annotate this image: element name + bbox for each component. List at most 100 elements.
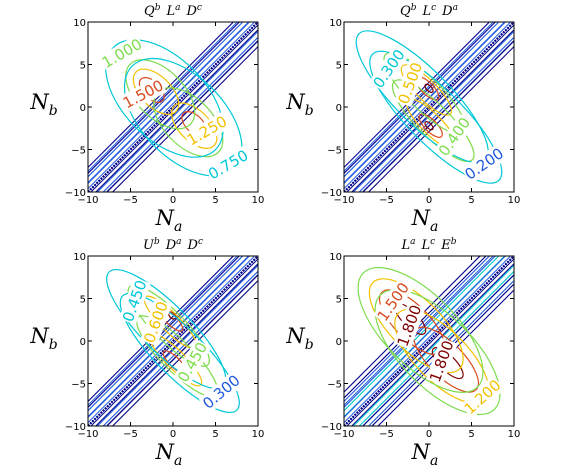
x-tick-label: −10 xyxy=(77,195,98,206)
x-tick-label: 0 xyxy=(170,429,176,440)
contour-label: 1.000 xyxy=(99,35,145,72)
contour-label-bg xyxy=(434,113,475,160)
contour-line xyxy=(95,263,258,426)
contour-line xyxy=(344,22,512,190)
chart-panel-2: 0.3000.5000.4000.200−10−10−5−500551010Qb… xyxy=(285,3,521,235)
y-tick-label: −5 xyxy=(71,146,86,157)
contour-line xyxy=(88,256,241,409)
contour-line xyxy=(88,256,258,426)
contour-line xyxy=(374,289,501,416)
contour-line xyxy=(88,256,244,412)
x-tick-label: 5 xyxy=(468,429,474,440)
contour-line xyxy=(344,256,500,412)
contour-label: 0.450 xyxy=(174,339,211,385)
x-tick-label: −10 xyxy=(333,195,354,206)
panel-title: Qb Lc Da xyxy=(400,3,458,19)
y-axis-label: Nb xyxy=(285,90,313,119)
contour-line xyxy=(171,102,218,149)
contour-label-bg xyxy=(393,301,426,350)
contour-line xyxy=(346,24,514,192)
x-tick-label: 5 xyxy=(468,195,474,206)
contour-line xyxy=(344,256,481,393)
contour-line xyxy=(125,59,196,130)
panel-title: La Lc Eb xyxy=(401,237,457,253)
contour-line xyxy=(88,22,256,190)
contour-line xyxy=(362,274,514,426)
contour-label-bg xyxy=(204,146,252,184)
contour-label-bg xyxy=(183,112,231,150)
contour-line xyxy=(344,256,514,426)
x-tick-label: 10 xyxy=(508,195,521,206)
y-tick-label: 0 xyxy=(80,337,86,348)
contour-line xyxy=(88,256,235,403)
x-tick-label: 0 xyxy=(426,195,432,206)
x-axis-label: Na xyxy=(155,206,183,235)
contour-line xyxy=(351,263,514,426)
contour-line xyxy=(362,40,514,192)
contour-label-bg xyxy=(119,75,167,113)
contour-label: 1.800 xyxy=(426,338,458,385)
contour-label-bg xyxy=(198,370,245,414)
contour-line xyxy=(424,121,434,131)
contour-line xyxy=(344,256,487,399)
contour-label-bg xyxy=(460,375,505,419)
panel-title: Qb La Dc xyxy=(144,3,202,19)
x-axis-label: Na xyxy=(155,440,183,467)
x-tick-label: 0 xyxy=(170,195,176,206)
contour-line xyxy=(424,83,434,93)
x-tick-label: 10 xyxy=(508,429,521,440)
contour-line xyxy=(400,64,453,116)
y-tick-label: −10 xyxy=(65,422,86,433)
contour-line xyxy=(371,283,514,426)
y-tick-label: −10 xyxy=(65,188,86,199)
contour-line xyxy=(344,256,507,419)
contour-line xyxy=(391,79,475,162)
contour-label: 1.500 xyxy=(120,76,166,112)
x-tick-label: 0 xyxy=(426,429,432,440)
contour-label-bg xyxy=(173,338,212,386)
contour-line xyxy=(351,29,514,192)
contour-line xyxy=(88,256,238,406)
contour-line xyxy=(344,22,497,175)
chart-panel-1: 1.0001.5001.2500.750−10−10−5−500551010Qb… xyxy=(29,3,265,235)
contour-label-group: 1.000 xyxy=(98,34,146,73)
chart-panel-3: 0.4500.6000.4500.300−10−10−5−500551010Ub… xyxy=(29,237,265,467)
x-tick-label: −5 xyxy=(379,195,394,206)
panel-title: Ub Da Dc xyxy=(143,237,203,253)
contour-line xyxy=(105,39,224,158)
x-tick-label: 5 xyxy=(212,429,218,440)
contour-line xyxy=(123,57,243,177)
x-tick-label: 10 xyxy=(252,195,265,206)
y-tick-label: 10 xyxy=(73,18,86,29)
contour-line xyxy=(88,22,250,184)
contour-label-bg xyxy=(369,45,410,92)
contour-line xyxy=(88,22,238,172)
contour-line xyxy=(344,256,494,406)
contour-line xyxy=(111,279,258,426)
contour-line xyxy=(88,22,235,169)
contour-line xyxy=(369,50,503,184)
y-axis-label: Nb xyxy=(29,90,57,119)
contour-label: 0.450 xyxy=(119,278,151,325)
y-tick-label: 5 xyxy=(80,61,86,72)
x-axis-label: Na xyxy=(411,440,439,467)
contour-label-bg xyxy=(461,143,508,184)
contour-line xyxy=(344,22,514,192)
x-tick-label: −5 xyxy=(379,429,394,440)
y-axis-label: Nb xyxy=(285,324,313,353)
contour-label: 1.200 xyxy=(461,376,505,418)
x-tick-label: −10 xyxy=(77,429,98,440)
contour-line xyxy=(96,30,258,192)
x-tick-label: 5 xyxy=(212,195,218,206)
contour-label-group: 1.800 xyxy=(425,337,458,386)
contour-label-group: 1.200 xyxy=(460,375,505,419)
x-axis-label: Na xyxy=(411,206,439,235)
contour-line xyxy=(88,22,244,178)
y-axis-label: Nb xyxy=(29,324,57,353)
contour-line xyxy=(90,24,258,192)
y-tick-label: 0 xyxy=(336,337,342,348)
x-tick-label: 10 xyxy=(252,429,265,440)
y-tick-label: −5 xyxy=(327,380,342,391)
